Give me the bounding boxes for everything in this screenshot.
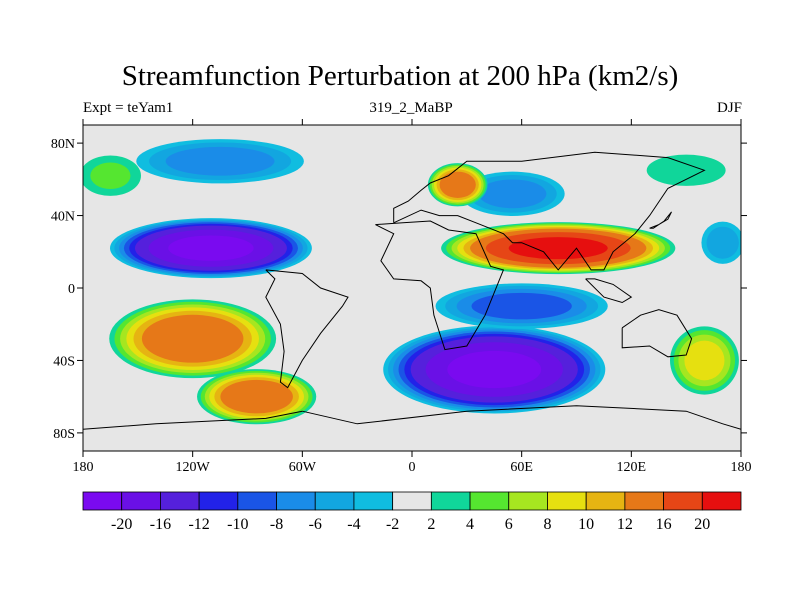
- coastline-segment: [83, 410, 303, 430]
- colorbar-label: -2: [386, 516, 399, 533]
- experiment-label: Expt = teYam1: [83, 100, 174, 116]
- anomaly-north-pacific-positive: [83, 155, 141, 196]
- contour-band: [439, 171, 476, 198]
- colorbar-label: -6: [309, 516, 322, 533]
- contour-band: [706, 226, 739, 259]
- lon-tick-label: 120W: [176, 460, 211, 475]
- colorbar-swatch: [276, 491, 316, 511]
- colorbar-swatch: [160, 491, 200, 511]
- lat-tick-label: 80S: [53, 427, 75, 442]
- lon-tick-label: 180: [73, 460, 94, 475]
- coastline-segment: [621, 309, 693, 358]
- colorbar-swatch: [508, 491, 548, 511]
- lat-tick-label: 40S: [53, 354, 75, 369]
- contour-band: [168, 235, 254, 261]
- lon-tick-label: 0: [409, 460, 416, 475]
- contour-field: [83, 139, 741, 425]
- lon-tick-label: 60W: [289, 460, 317, 475]
- lon-tick-label: 60E: [510, 460, 533, 475]
- anomaly-eastern-pacific-positive: [701, 221, 741, 264]
- anomaly-pacific-subtropical-negative: [110, 218, 312, 279]
- colorbar-label: -4: [347, 516, 360, 533]
- plot-title: Streamfunction Perturbation at 200 hPa (…: [121, 60, 679, 92]
- contour-band: [165, 146, 275, 176]
- colorbar-label: 2: [427, 516, 435, 533]
- coastline-segment: [393, 151, 706, 271]
- colorbar-swatch: [701, 491, 742, 511]
- colorbar-label: 4: [466, 516, 474, 533]
- coastline-segment: [302, 405, 741, 430]
- colorbar-swatch: [353, 491, 394, 511]
- coastline-segment: [585, 278, 633, 304]
- coastline-segment: [265, 269, 349, 389]
- colorbar-swatch: [663, 491, 703, 511]
- contour-band: [447, 350, 542, 389]
- colorbar-swatch: [392, 491, 432, 511]
- colorbar-swatch: [121, 491, 161, 511]
- coastline-segment: [649, 211, 672, 229]
- contour-band: [508, 237, 608, 260]
- anomaly-east-asia-positive: [646, 154, 726, 186]
- contour-band: [646, 154, 726, 186]
- anomaly-tropical-indian-negative: [435, 283, 608, 329]
- coastline: [83, 151, 741, 430]
- contour-band: [684, 340, 725, 381]
- colorbar-swatch: [314, 491, 355, 511]
- anomaly-south-america-positive: [197, 369, 317, 425]
- season-label: DJF: [716, 100, 742, 116]
- colorbar-label: 12: [617, 516, 633, 533]
- colorbar: -20 -16 -12 -10 -8 -6 -4 -2 2 4 6 8 10 12 16 20: [82, 491, 742, 533]
- contour-band: [471, 292, 572, 320]
- colorbar-swatch: [198, 491, 239, 511]
- lon-tick-label: 120E: [617, 460, 647, 475]
- lon-tick-label: 180: [731, 460, 752, 475]
- colorbar-label: -16: [150, 516, 171, 533]
- anomaly-southern-indian-negative: [383, 325, 606, 414]
- colorbar-swatch: [585, 491, 626, 511]
- anomaly-north-atlantic-negative: [460, 171, 565, 216]
- colorbar-swatch: [547, 491, 587, 511]
- anomaly-north-pacific-negative-band: [136, 139, 304, 184]
- anomaly-southwest-pacific-positive: [670, 326, 739, 395]
- colorbar-label: 16: [656, 516, 672, 533]
- colorbar-label: 20: [694, 516, 710, 533]
- contour-band: [141, 314, 244, 363]
- anomaly-south-pacific-positive: [109, 299, 277, 379]
- contour-band: [478, 179, 547, 209]
- colorbar-swatch: [624, 491, 664, 511]
- period-label: 319_2_MaBP: [369, 100, 453, 116]
- coastline-segment: [375, 220, 505, 351]
- lat-tick-label: 0: [68, 282, 75, 297]
- lat-tick-label: 40N: [51, 210, 75, 225]
- anomaly-asia-subtropical-positive: [441, 222, 676, 275]
- colorbar-label: -12: [188, 516, 209, 533]
- colorbar-label: -10: [227, 516, 248, 533]
- colorbar-swatch: [237, 491, 277, 511]
- contour-band: [220, 379, 293, 414]
- colorbar-label: 6: [505, 516, 513, 533]
- colorbar-swatch: [469, 491, 510, 511]
- colorbar-label: -8: [270, 516, 283, 533]
- contour-band: [90, 162, 131, 189]
- colorbar-label: 8: [543, 516, 551, 533]
- axis-ticks: 80N 40N 0 40S 80S 180 120W 60W 0 60E 120E 180: [51, 119, 752, 475]
- anomaly-europe-positive: [427, 163, 488, 207]
- colorbar-label: -20: [111, 516, 132, 533]
- lat-tick-label: 80N: [51, 137, 75, 152]
- colorbar-swatch: [82, 491, 123, 511]
- colorbar-label: 10: [578, 516, 594, 533]
- colorbar-swatch: [430, 491, 471, 511]
